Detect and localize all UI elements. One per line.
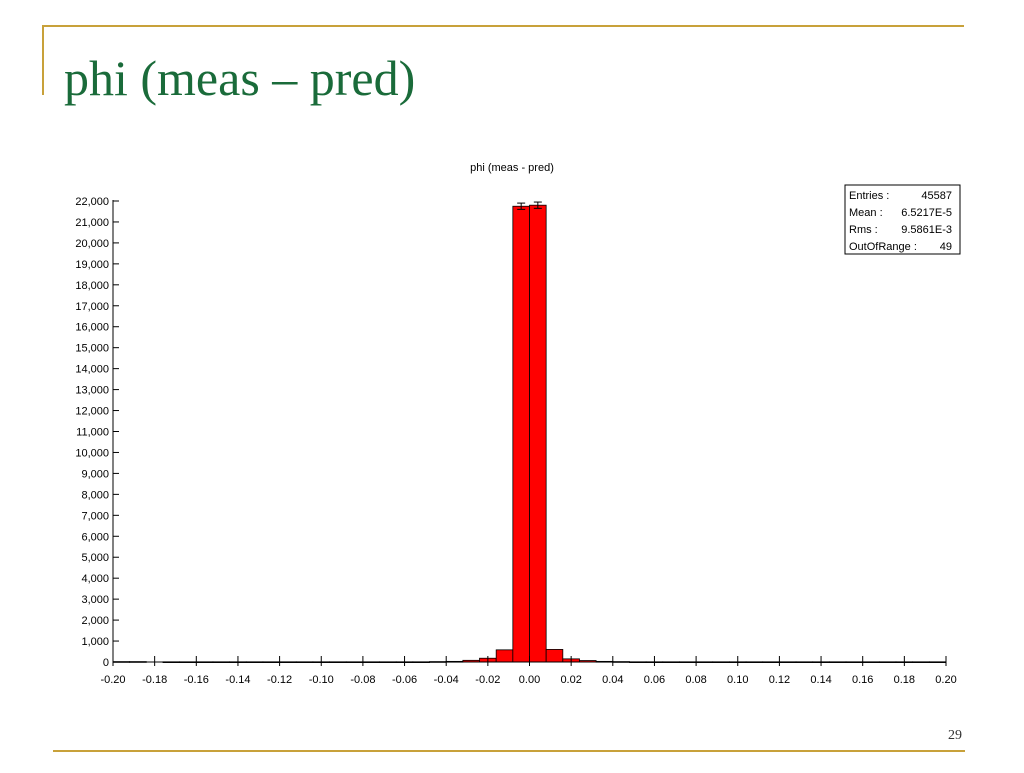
y-tick-label: 16,000 (75, 322, 109, 334)
y-tick-label: 19,000 (75, 259, 109, 271)
x-tick-label: 0.16 (852, 674, 873, 686)
y-tick-label: 7,000 (81, 510, 109, 522)
histogram-bar (529, 204, 547, 663)
x-tick-label: 0.10 (727, 674, 748, 686)
bars-group (112, 204, 947, 663)
y-tick-label: 4,000 (81, 573, 109, 585)
y-tick-label: 12,000 (75, 406, 109, 418)
x-tick-label: -0.14 (225, 674, 250, 686)
stats-box: Entries : 45587 Mean : 6.5217E-5 Rms : 9… (844, 184, 961, 255)
y-tick-label: 5,000 (81, 552, 109, 564)
x-tick-label: -0.12 (267, 674, 292, 686)
x-tick-label: -0.08 (350, 674, 375, 686)
y-tick-label: 0 (103, 657, 109, 669)
stats-outofrange-label: OutOfRange : (849, 241, 917, 253)
chart-title: phi (meas - pred) (470, 162, 554, 174)
x-tick-label: 0.04 (602, 674, 623, 686)
x-tick-label: -0.10 (309, 674, 334, 686)
stats-box-frame (844, 184, 961, 255)
x-tick-label: 0.14 (810, 674, 831, 686)
x-tick-label: 0.20 (935, 674, 956, 686)
y-tick-label: 1,000 (81, 636, 109, 648)
y-tick-label: 21,000 (75, 217, 109, 229)
y-tick-label: 15,000 (75, 343, 109, 355)
y-tick-label: 18,000 (75, 280, 109, 292)
page-number: 29 (948, 728, 962, 743)
x-tick-label: 0.12 (769, 674, 790, 686)
x-tick-label: 0.08 (685, 674, 706, 686)
y-tick-label: 6,000 (81, 531, 109, 543)
accent-line-top (42, 25, 964, 27)
x-tick-label: 0.00 (519, 674, 540, 686)
slide-title: phi (meas – pred) (64, 50, 416, 106)
error-bar (533, 201, 542, 209)
y-tick-label: 11,000 (76, 427, 109, 439)
x-tick-label: -0.04 (434, 674, 459, 686)
y-tick-label: 9,000 (81, 468, 109, 480)
stats-entries-label: Entries : (849, 190, 889, 202)
x-tick-label: 0.02 (560, 674, 581, 686)
y-tick-label: 14,000 (75, 364, 109, 376)
histogram-bar (512, 205, 530, 663)
x-tick-label: 0.18 (894, 674, 915, 686)
y-tick-label: 2,000 (81, 615, 109, 627)
y-tick-label: 13,000 (75, 385, 109, 397)
x-tick-label: -0.06 (392, 674, 417, 686)
x-tick-label: 0.06 (644, 674, 665, 686)
error-bar (517, 202, 526, 210)
histogram-bar (545, 649, 564, 663)
y-tick-label: 10,000 (75, 447, 109, 459)
stats-entries-value: 45587 (921, 190, 952, 202)
accent-line-bottom (53, 750, 965, 752)
stats-outofrange-value: 49 (940, 241, 952, 253)
accent-line-left (42, 25, 44, 95)
x-tick-label: -0.20 (100, 674, 125, 686)
y-tick-label: 3,000 (81, 594, 109, 606)
stats-mean-value: 6.5217E-5 (901, 207, 952, 219)
y-tick-label: 22,000 (75, 196, 109, 208)
histogram-bar (495, 649, 514, 663)
x-tick-label: -0.02 (475, 674, 500, 686)
stats-rms-value: 9.5861E-3 (901, 224, 952, 236)
stats-mean-label: Mean : (849, 207, 883, 219)
x-tick-label: -0.16 (184, 674, 209, 686)
y-tick-label: 20,000 (75, 238, 109, 250)
x-axis-ticks: -0.20 -0.18 -0.16 -0.14 -0.12 -0.10 -0.08 -0.06… (100, 656, 957, 686)
x-tick-label: -0.18 (142, 674, 167, 686)
y-axis-ticks: 0 1,000 2,000 3,000 4,000 5,000 6,000 7,000 8,00… (75, 196, 119, 669)
y-tick-label: 17,000 (75, 301, 109, 313)
error-bars-group (517, 201, 542, 210)
stats-rms-label: Rms : (849, 224, 878, 236)
y-tick-label: 8,000 (81, 489, 109, 501)
